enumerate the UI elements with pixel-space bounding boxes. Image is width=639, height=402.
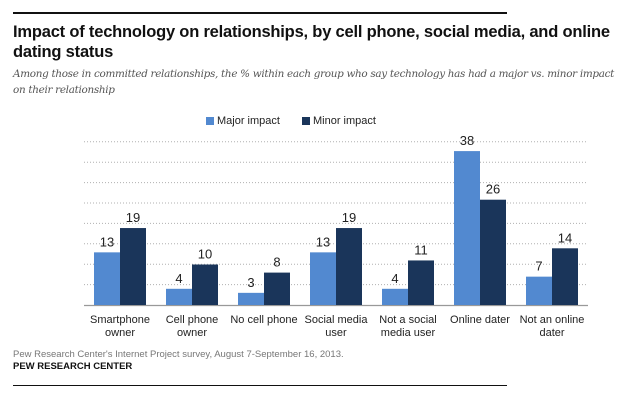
bar-major (238, 292, 264, 305)
bar-minor (552, 248, 578, 305)
bar-major (454, 151, 480, 305)
legend-label-major: Major impact (217, 115, 280, 127)
value-label-minor: 26 (486, 182, 500, 197)
x-tick-label: Not a social (379, 314, 436, 326)
value-label-major: 7 (535, 259, 542, 274)
x-tick-label: Online dater (450, 314, 510, 326)
value-label-major: 4 (175, 271, 182, 286)
value-label-minor: 8 (273, 255, 280, 270)
source-note: Pew Research Center's Internet Project s… (13, 349, 344, 360)
value-label-minor: 11 (414, 242, 428, 257)
value-label-minor: 19 (342, 210, 356, 225)
bar-major (526, 276, 552, 305)
value-label-minor: 19 (126, 210, 140, 225)
bar-major (166, 288, 192, 305)
x-tick-label: Not an online (520, 314, 585, 326)
value-label-minor: 10 (198, 247, 212, 262)
x-tick-label: media user (381, 327, 436, 339)
x-tick-label: Cell phone (166, 314, 219, 326)
bar-minor (480, 199, 506, 305)
bar-minor (192, 264, 218, 305)
value-label-major: 3 (247, 275, 254, 290)
value-label-minor: 14 (558, 230, 572, 245)
value-label-major: 38 (460, 133, 474, 148)
chart-subtitle: Among those in committed relationships, … (13, 68, 615, 96)
bar-minor (264, 272, 290, 305)
bottom-rule (13, 385, 507, 386)
legend-label-minor: Minor impact (313, 115, 376, 127)
value-label-major: 13 (316, 234, 330, 249)
bar-minor (336, 228, 362, 305)
bar-major (94, 252, 120, 305)
x-tick-label: user (325, 327, 347, 339)
bar-major (310, 252, 336, 305)
value-label-major: 13 (100, 234, 114, 249)
bar-minor (120, 228, 146, 305)
x-tick-label: Smartphone (90, 314, 150, 326)
bar-minor (408, 260, 434, 305)
top-rule (13, 12, 507, 14)
x-tick-label: owner (177, 327, 207, 339)
x-tick-label: Social media (305, 314, 369, 326)
x-tick-label: dater (539, 327, 564, 339)
brand-label: PEW RESEARCH CENTER (13, 361, 133, 372)
chart-title: Impact of technology on relationships, b… (13, 23, 610, 61)
legend-swatch-major (206, 117, 214, 125)
legend-item-minor: Minor impact (302, 115, 376, 127)
value-label-major: 4 (391, 271, 398, 286)
bar-major (382, 288, 408, 305)
x-tick-label: owner (105, 327, 135, 339)
x-tick-label: No cell phone (230, 314, 297, 326)
legend-item-major: Major impact (206, 115, 280, 127)
legend-swatch-minor (302, 117, 310, 125)
